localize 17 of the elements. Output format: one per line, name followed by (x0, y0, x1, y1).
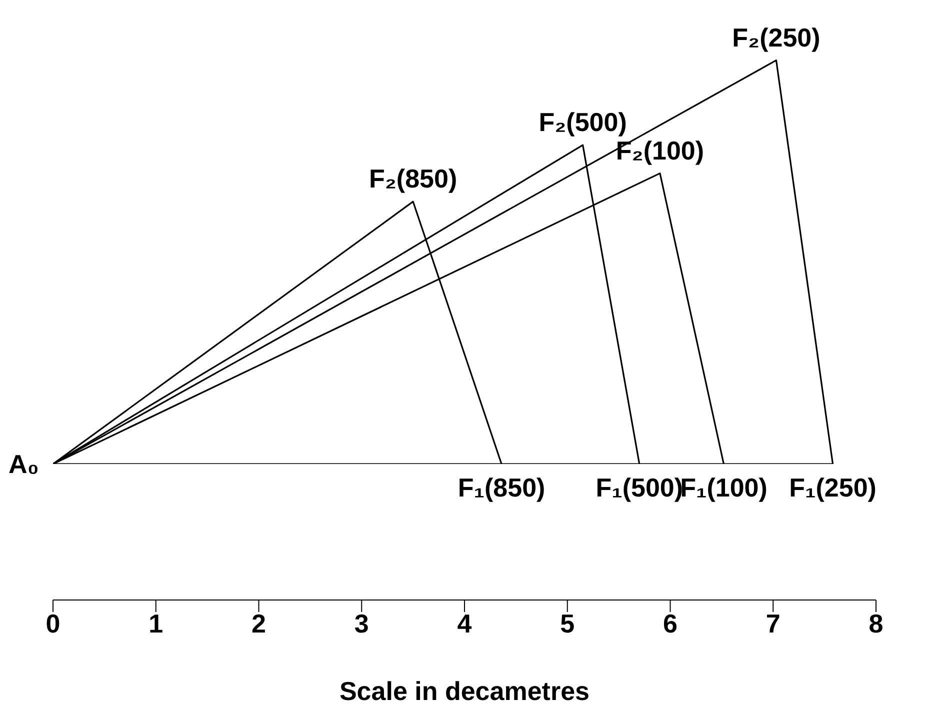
x-tick-label: 1 (148, 608, 164, 638)
x-tick-label: 2 (252, 608, 266, 638)
x-tick-label: 5 (560, 608, 575, 638)
annotation: F₂(100) (616, 135, 704, 166)
annotation: A₀ (8, 449, 39, 480)
x-tick-label: 7 (766, 608, 780, 638)
x-tick-label: 6 (663, 608, 678, 638)
x-tick-label: 0 (46, 608, 60, 638)
annotation: F₁(850) (458, 472, 546, 502)
x-tick-label: 3 (354, 608, 369, 638)
x-tick-label: 4 (457, 608, 472, 638)
annotation: F₁(250) (789, 472, 876, 502)
x-axis-title: Scale in decametres (339, 676, 590, 706)
x-tick-label: 8 (868, 608, 884, 638)
annotation: F₂(850) (368, 164, 458, 194)
annotation: F₂(500) (538, 107, 627, 138)
annotation: F₂(250) (732, 22, 820, 52)
